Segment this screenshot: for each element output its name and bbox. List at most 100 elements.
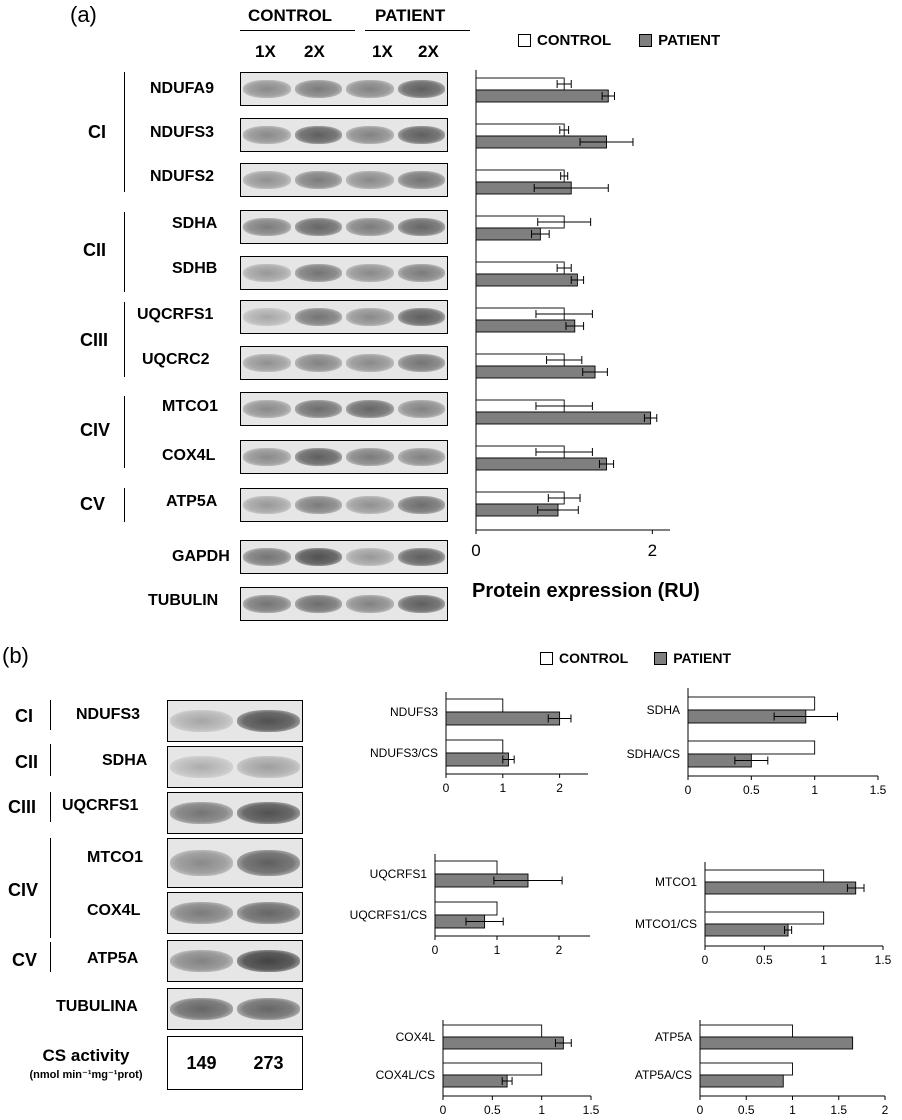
blot-band [243, 80, 291, 98]
bar-patient [475, 457, 607, 471]
bar-patient [699, 1074, 784, 1088]
protein-label: GAPDH [172, 548, 230, 565]
blot-band [346, 80, 394, 98]
blot-strip [167, 988, 303, 1030]
protein-label: UQCRFS1 [137, 306, 214, 323]
x-tick-label: 1 [820, 953, 827, 967]
protein-label: MTCO1 [87, 849, 143, 866]
complex-label-civ: CIV [8, 880, 39, 900]
legend-control-label: CONTROL [559, 650, 629, 666]
cs-activity-label: CS activity [42, 1046, 130, 1065]
cs-activity-unit: (nmol min⁻¹mg⁻¹prot) [29, 1069, 143, 1081]
cs-patient-value: 273 [253, 1052, 284, 1073]
category-label: SDHA [647, 703, 680, 717]
blot-strip [240, 72, 448, 106]
uqcrfs1-chart: 0 1 2 UQCRFS1 UQCRFS1/CS [350, 854, 590, 957]
blot-band [237, 901, 300, 925]
blot-band [346, 308, 394, 326]
atp5a-chart: 0 0.5 1 1.5 2 ATP5A ATP5A/CS [635, 1020, 889, 1117]
blot-band [294, 496, 342, 514]
x-tick-label: 1 [499, 781, 506, 795]
bar-patient [704, 923, 789, 937]
legend-swatch-patient [639, 34, 653, 47]
blot-band [397, 308, 445, 326]
bar-patient [475, 227, 541, 241]
blot-band [346, 548, 394, 566]
x-tick-label: 2 [556, 781, 563, 795]
patient-header: PATIENT [375, 6, 446, 25]
blot-band [346, 400, 394, 418]
blot-band [237, 709, 300, 733]
mtco1-chart: 0 0.5 1 1.5 MTCO1 MTCO1/CS [635, 862, 892, 967]
bar-control [445, 698, 504, 713]
bar-control [475, 77, 565, 91]
x-tick-label: 0 [432, 943, 439, 957]
complex-bracket [124, 212, 125, 292]
bar-control [699, 1062, 793, 1076]
legend-control-label: CONTROL [537, 32, 612, 49]
blot-strip [167, 838, 303, 888]
x-tick-label: 1 [494, 943, 501, 957]
blot-band [237, 801, 300, 825]
bar-control [699, 1024, 793, 1038]
blot-band [170, 997, 233, 1021]
complex-label-civ: CIV [80, 420, 111, 440]
patient-underline [365, 30, 470, 31]
blot-band [294, 264, 342, 282]
protein-label: NDUFS2 [150, 168, 215, 185]
blot-band [294, 548, 342, 566]
blot-band [294, 448, 342, 466]
bar-control [442, 1062, 543, 1076]
bar-patient [699, 1036, 854, 1050]
bar-patient [475, 89, 609, 103]
bar-patient [445, 752, 509, 767]
blot-strip [240, 392, 448, 426]
blot-band [237, 949, 300, 973]
blot-band [243, 218, 291, 236]
x-tick-label: 1 [789, 1103, 796, 1117]
blot-band [397, 448, 445, 466]
x-tick-label: 0.5 [743, 783, 760, 797]
control-header: CONTROL [248, 6, 333, 25]
complex-label-ci: CI [15, 706, 33, 726]
lane-label: 1X [372, 42, 393, 61]
bar-patient [704, 881, 857, 895]
x-tick-label: 1.5 [583, 1103, 600, 1117]
x-tick-label: 0.5 [484, 1103, 501, 1117]
complex-bracket [124, 488, 125, 522]
blot-strip [167, 700, 303, 742]
protein-label: NDUFA9 [150, 80, 215, 97]
bar-control [445, 739, 504, 754]
protein-label: UQCRFS1 [62, 797, 139, 814]
bar-control [475, 261, 565, 275]
legend-a: CONTROL PATIENT [518, 32, 720, 49]
category-label: SDHA/CS [627, 747, 680, 761]
blot-band [397, 218, 445, 236]
bar-patient [442, 1036, 564, 1050]
blot-band [243, 400, 291, 418]
bar-control [434, 901, 498, 916]
bar-control [475, 169, 565, 183]
blot-strip [240, 488, 448, 522]
cs-activity-label-block: CS activity (nmol min⁻¹mg⁻¹prot) [6, 1046, 166, 1081]
blot-band [237, 755, 300, 779]
x-tick-label: 0 [443, 781, 450, 795]
protein-label: SDHB [172, 260, 218, 277]
blot-band [170, 709, 233, 733]
blot-band [397, 548, 445, 566]
blot-band [397, 264, 445, 282]
protein-label: SDHA [172, 215, 218, 232]
blot-band [346, 354, 394, 372]
x-tick-label: 1 [538, 1103, 545, 1117]
legend-swatch-patient [654, 651, 668, 665]
blot-strip [240, 256, 448, 290]
bar-control [704, 911, 825, 925]
complex-bracket [50, 792, 51, 822]
complex-bracket [50, 838, 51, 938]
blot-strip [240, 118, 448, 152]
panel-a-label: (a) [70, 2, 97, 27]
category-label: NDUFS3 [390, 705, 438, 719]
protein-label: COX4L [87, 902, 141, 919]
category-label: MTCO1/CS [635, 917, 697, 931]
category-label: COX4L [396, 1030, 436, 1044]
